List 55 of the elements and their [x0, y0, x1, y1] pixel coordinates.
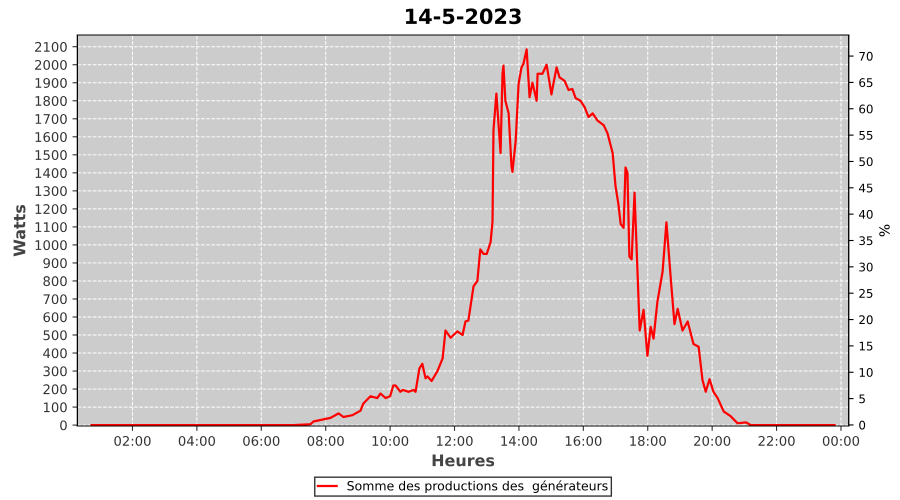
y2-tick-label: 0 — [859, 420, 866, 430]
y-tick-label: 600 — [43, 312, 67, 322]
x-tick-label: 08:00 — [308, 436, 344, 446]
x-tick-label: 06:00 — [243, 436, 280, 446]
y2-tick-label: 15 — [860, 342, 872, 351]
y-tick-label: 2000 — [35, 60, 67, 70]
y-tick-label: 2100 — [35, 42, 67, 52]
y2-tick-label: 60 — [859, 104, 873, 114]
legend-label: Somme des productions des générateurs — [347, 480, 608, 493]
y-tick-label: 1800 — [36, 96, 67, 106]
y-tick-label: 1600 — [36, 132, 67, 142]
y2-tick-label: 5 — [859, 394, 865, 404]
y-tick-label: 1900 — [36, 78, 67, 88]
y-tick-label: 700 — [44, 294, 67, 304]
y-tick-label: 100 — [44, 402, 67, 412]
y2-tick-label: 50 — [859, 157, 873, 166]
x-axis-title: Heures — [432, 454, 494, 466]
y-tick-label: 400 — [43, 348, 67, 358]
x-tick-label: 14:00 — [501, 436, 538, 446]
y-tick-label: 0 — [60, 420, 67, 430]
y-tick-label: 300 — [44, 366, 67, 376]
x-tick-label: 04:00 — [178, 436, 216, 446]
y-tick-label: 1100 — [36, 222, 67, 232]
chart-title: 14-5-2023 — [406, 8, 521, 24]
y-tick-label: 1400 — [36, 168, 67, 178]
y-tick-label: 1700 — [36, 114, 67, 124]
line-series — [90, 48, 836, 426]
y2-tick-label: 65 — [859, 78, 872, 88]
y2-axis-title: % — [879, 224, 890, 236]
y-tick-label: 200 — [43, 384, 67, 394]
x-tick-label: 10:00 — [372, 436, 408, 446]
y-tick-label: 1300 — [36, 186, 67, 196]
y-tick-label: 900 — [43, 258, 67, 268]
y-tick-label: 800 — [43, 276, 67, 286]
x-tick-label: 16:00 — [566, 436, 602, 446]
y2-tick-label: 35 — [859, 236, 872, 246]
x-tick-label: 12:00 — [436, 436, 473, 446]
y2-tick-label: 30 — [859, 262, 873, 272]
y-axis-title: Watts — [14, 204, 26, 256]
y-tick-label: 500 — [44, 330, 67, 340]
y2-tick-label: 70 — [859, 52, 873, 61]
y2-tick-label: 40 — [859, 210, 873, 219]
x-tick-label: 02:00 — [114, 436, 151, 446]
y2-tick-label: 20 — [859, 315, 873, 324]
y2-tick-label: 45 — [859, 184, 872, 192]
x-tick-label: 20:00 — [694, 436, 730, 446]
x-tick-label: 22:00 — [758, 436, 795, 446]
y-tick-label: 1000 — [36, 240, 67, 250]
y2-tick-label: 55 — [859, 131, 872, 140]
y-tick-label: 1200 — [36, 204, 67, 214]
y2-tick-label: 25 — [859, 288, 872, 298]
x-tick-label: 00:00 — [822, 436, 860, 446]
y2-tick-label: 10 — [860, 368, 873, 377]
y-tick-label: 1500 — [36, 150, 67, 160]
x-tick-label: 18:00 — [630, 436, 666, 446]
